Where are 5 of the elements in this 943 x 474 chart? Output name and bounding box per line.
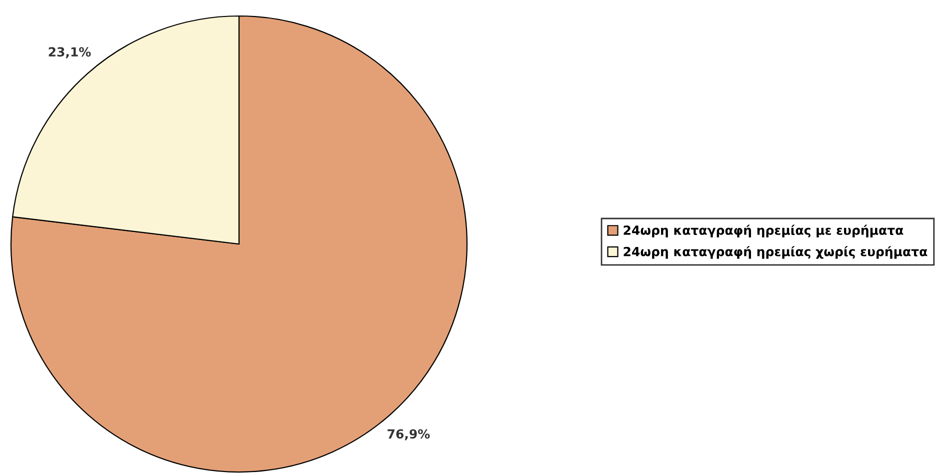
data-label: 76,9%	[388, 429, 430, 440]
data-label: 23,1%	[48, 47, 91, 58]
legend-label: 24ωρη καταγραφή ηρεμίας με ευρήματα	[624, 224, 904, 238]
pie-slice	[10, 15, 468, 473]
legend-label: 24ωρη καταγραφή ηρεμίας χωρίς ευρήματα	[624, 246, 928, 259]
